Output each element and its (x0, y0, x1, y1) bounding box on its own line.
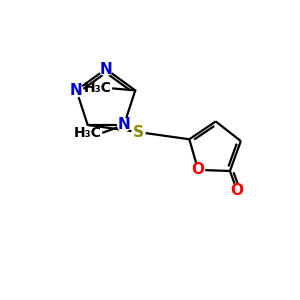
Text: H₃C: H₃C (84, 82, 112, 95)
Circle shape (99, 62, 112, 76)
Text: O: O (230, 183, 244, 198)
Text: S: S (133, 124, 144, 140)
Text: O: O (192, 162, 205, 177)
Circle shape (192, 164, 205, 176)
Circle shape (70, 84, 83, 97)
Text: N: N (100, 61, 112, 76)
Circle shape (230, 184, 244, 197)
Circle shape (132, 126, 145, 139)
Text: N: N (118, 118, 130, 133)
Text: N: N (70, 83, 83, 98)
Text: H₃C: H₃C (74, 125, 102, 140)
Circle shape (118, 118, 130, 131)
